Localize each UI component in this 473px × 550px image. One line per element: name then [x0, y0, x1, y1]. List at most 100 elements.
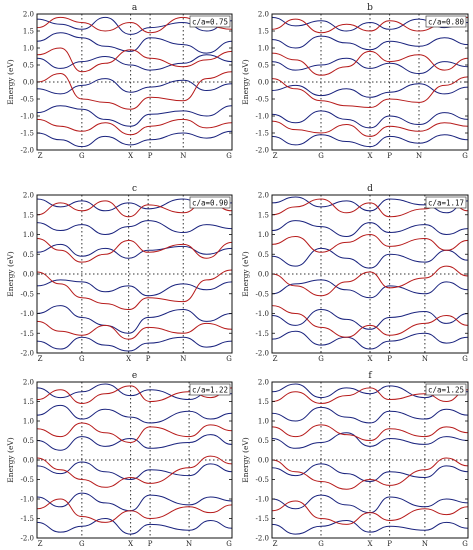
- kpath-label: G: [79, 355, 85, 363]
- spin-down-band: [272, 457, 468, 490]
- kpath-label: Z: [273, 355, 278, 363]
- spin-up-band: [37, 336, 232, 352]
- kpath-label: N: [422, 540, 428, 548]
- kpath-label: X: [128, 540, 133, 548]
- y-tick-label: -2.0: [256, 147, 270, 155]
- spin-up-band: [37, 305, 232, 334]
- y-tick-label: 2.0: [258, 192, 269, 200]
- kpath-label: Z: [38, 152, 43, 160]
- y-tick-label: 0.5: [258, 62, 269, 70]
- kpath-label: G: [462, 540, 468, 548]
- panel-letter: a: [132, 3, 138, 13]
- y-axis-title: Energy (eV): [6, 251, 15, 297]
- spin-up-band: [37, 16, 232, 35]
- kpath-label: G: [462, 355, 468, 363]
- y-tick-label: -2.0: [256, 350, 270, 358]
- y-tick-label: -0.5: [21, 290, 35, 298]
- y-tick-label: -1.5: [256, 330, 270, 338]
- ratio-label: c/a=1.17: [428, 199, 464, 208]
- spin-up-band: [272, 463, 468, 482]
- y-tick-label: -2.0: [256, 535, 270, 543]
- bands-group: [272, 196, 468, 350]
- spin-down-band: [272, 500, 468, 525]
- kpath-label: N: [186, 540, 192, 548]
- bands-group: [272, 16, 468, 148]
- ratio-label: c/a=1.25: [428, 386, 464, 395]
- y-tick-label: 0.5: [258, 437, 269, 445]
- spin-up-band: [272, 35, 468, 51]
- y-tick-label: 0.0: [258, 79, 269, 87]
- kpath-label: P: [148, 540, 153, 548]
- panel-d: 2.0 1.5 1.0 0.5 0.0 -0.5 -1.0 -1.5 -2.0Z G X P N G Ene…: [241, 184, 469, 363]
- spin-up-band: [37, 78, 232, 95]
- kpath-label: P: [387, 355, 392, 363]
- spin-down-band: [37, 237, 232, 263]
- kpath-label: G: [318, 540, 324, 548]
- kpath-label: G: [226, 152, 232, 160]
- spin-up-band: [272, 57, 468, 75]
- panel-c: 2.0 1.5 1.0 0.5 0.0 -0.5 -1.0 -1.5 -2.0Z G X P N G Ene…: [6, 184, 233, 363]
- spin-up-band: [272, 519, 468, 535]
- y-tick-label: -1.0: [256, 310, 270, 318]
- kpath-label: G: [462, 152, 468, 160]
- panel-letter: c: [132, 184, 137, 194]
- y-tick-label: -1.0: [21, 496, 35, 504]
- spin-up-band: [37, 279, 232, 297]
- bands-group: [37, 198, 232, 352]
- y-tick-label: -2.0: [21, 535, 35, 543]
- spin-up-band: [37, 404, 232, 424]
- y-axis-title: Energy (eV): [6, 59, 15, 105]
- panel-f: 2.0 1.5 1.0 0.5 0.0 -0.5 -1.0 -1.5 -2.0Z G X P N G Ene…: [241, 371, 469, 548]
- spin-up-band: [272, 134, 468, 148]
- ratio-label: c/a=0.75: [192, 18, 228, 27]
- y-tick-label: 0.5: [23, 62, 34, 70]
- y-tick-label: 1.0: [258, 418, 269, 426]
- spin-down-band: [272, 120, 468, 137]
- kpath-label: Z: [38, 355, 43, 363]
- kpath-label: X: [128, 152, 133, 160]
- kpath-label: N: [416, 152, 422, 160]
- y-tick-label: -2.0: [21, 147, 35, 155]
- y-tick-label: 0.0: [258, 457, 269, 465]
- spin-up-band: [37, 434, 232, 451]
- spin-down-band: [37, 385, 232, 404]
- y-tick-label: 1.0: [23, 45, 34, 53]
- y-tick-label: 1.0: [23, 231, 34, 239]
- spin-down-band: [37, 455, 232, 488]
- y-tick-label: 0.0: [23, 79, 34, 87]
- spin-up-band: [272, 220, 468, 237]
- spin-down-band: [272, 50, 468, 76]
- y-tick-label: 1.5: [258, 398, 269, 406]
- y-tick-label: 2.0: [258, 11, 269, 19]
- y-tick-label: -2.0: [21, 350, 35, 358]
- panel-letter: e: [132, 371, 137, 381]
- kpath-label: P: [148, 152, 153, 160]
- spin-up-band: [37, 54, 232, 71]
- kpath-label: Z: [273, 152, 278, 160]
- panel-letter: b: [367, 3, 373, 13]
- spin-up-band: [272, 196, 468, 214]
- spin-down-band: [272, 424, 468, 442]
- ratio-box: [425, 15, 467, 28]
- y-tick-label: 1.0: [23, 418, 34, 426]
- spin-down-band: [37, 71, 232, 110]
- y-tick-label: -1.0: [21, 113, 35, 121]
- y-tick-label: -1.0: [256, 496, 270, 504]
- kpath-label: N: [422, 355, 428, 363]
- y-tick-label: 0.5: [258, 251, 269, 259]
- kpath-label: P: [387, 540, 392, 548]
- spin-up-band: [37, 220, 232, 236]
- kpath-label: Z: [38, 540, 43, 548]
- y-tick-label: 2.0: [23, 11, 34, 19]
- y-tick-label: 1.5: [23, 211, 34, 219]
- y-tick-label: 1.0: [258, 45, 269, 53]
- y-tick-label: 2.0: [258, 379, 269, 387]
- bands-group: [37, 383, 232, 535]
- y-tick-label: -1.5: [21, 330, 35, 338]
- y-tick-label: 1.5: [258, 28, 269, 36]
- kpath-label: N: [180, 152, 186, 160]
- spin-down-band: [37, 269, 232, 311]
- spin-up-band: [37, 243, 232, 259]
- kpath-label: G: [226, 540, 232, 548]
- kpath-label: G: [318, 355, 324, 363]
